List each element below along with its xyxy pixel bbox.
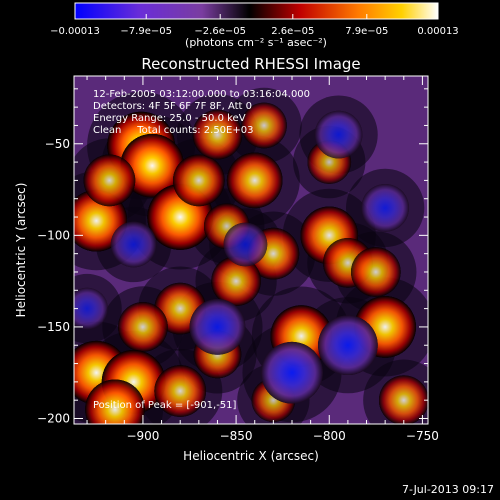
heatmap-cold-blob [260, 341, 323, 404]
heatmap-cold-blob [189, 298, 246, 355]
heatmap-hot-blob [84, 379, 145, 424]
colorbar-tick-label: 2.6e−05 [271, 26, 314, 37]
colorbar-tick-labels: −0.00013 −7.9e−05 −2.6e−05 2.6e−05 7.9e−05 0.… [50, 26, 459, 37]
heatmap-hot-blob [350, 246, 401, 297]
plot-frame [73, 75, 429, 425]
y-tick-label: −50 [45, 137, 70, 151]
heatmap-cold-blob [74, 287, 109, 330]
colorbar-ticks [74, 14, 439, 19]
chart-title: Reconstructed RHESSI Image [141, 55, 360, 73]
heatmap-hot-blob [172, 154, 225, 207]
annotation-detectors: Detectors: 4F 5F 6F 7F 8F, Att 0 [93, 101, 252, 112]
y-axis-label: Heliocentric Y (arcsec) [14, 183, 28, 318]
x-axis-label: Heliocentric X (arcsec) [183, 449, 319, 463]
y-tick-label: −100 [37, 228, 70, 242]
heatmap-hot-blob [241, 102, 288, 149]
heatmap-cold-blob [223, 222, 268, 267]
x-axis-ticks [86, 76, 423, 424]
heatmap-hot-blob [83, 154, 136, 207]
timestamp: 7-Jul-2013 09:17 [401, 483, 494, 496]
x-tick-label: −800 [313, 429, 346, 443]
y-axis-tick-labels: −50 −100 −150 −200 [37, 137, 70, 426]
colorbar-tick-label: −2.6e−05 [194, 26, 246, 37]
colorbar-tick-label: −7.9e−05 [120, 26, 172, 37]
colorbar-label: (photons cm⁻² s⁻¹ asec⁻²) [185, 36, 327, 49]
heatmap-hot-blob [120, 133, 185, 198]
x-axis-tick-labels: −900 −850 −800 −750 [126, 429, 438, 443]
heatmap-blobs [74, 87, 428, 424]
heatmap-cold-blob [110, 221, 157, 268]
heatmap-cold-blob [361, 183, 410, 232]
colorbar-tick-label: 0.00013 [417, 26, 458, 37]
x-tick-label: −750 [406, 429, 439, 443]
annotations: 12-Feb-2005 03:12:00.000 to 03:16:04.000… [93, 89, 310, 411]
y-axis-ticks [74, 88, 428, 420]
annotation-total-counts: Clean Total counts: 2.50E+03 [93, 125, 253, 136]
y-tick-label: −150 [37, 320, 70, 334]
heatmap-cold-blob [314, 110, 363, 159]
annotation-peak-position: Position of Peak = [-901,-51] [93, 400, 237, 411]
heatmap-hot-blob [192, 109, 243, 160]
heatmap-hot-blob [117, 301, 168, 352]
colorbar-gradient [74, 2, 439, 20]
colorbar: −0.00013 −7.9e−05 −2.6e−05 2.6e−05 7.9e−05 0.… [50, 2, 459, 49]
colorbar-tick-label: 7.9e−05 [345, 26, 388, 37]
annotation-energy-range: Energy Range: 25.0 - 50.0 keV [93, 113, 246, 124]
colorbar-tick-label: −0.00013 [50, 26, 100, 37]
heatmap-cold-blob [317, 315, 378, 376]
heatmap-hot-blob [154, 365, 207, 418]
heatmap-image [74, 76, 428, 424]
heatmap-hot-blob [211, 256, 262, 307]
heatmap-hot-blob [226, 152, 283, 209]
annotation-time-range: 12-Feb-2005 03:12:00.000 to 03:16:04.000 [93, 89, 310, 100]
x-tick-label: −850 [220, 429, 253, 443]
x-tick-label: −900 [126, 429, 159, 443]
y-tick-label: −200 [37, 412, 70, 426]
heatmap-hot-blob [378, 375, 428, 424]
